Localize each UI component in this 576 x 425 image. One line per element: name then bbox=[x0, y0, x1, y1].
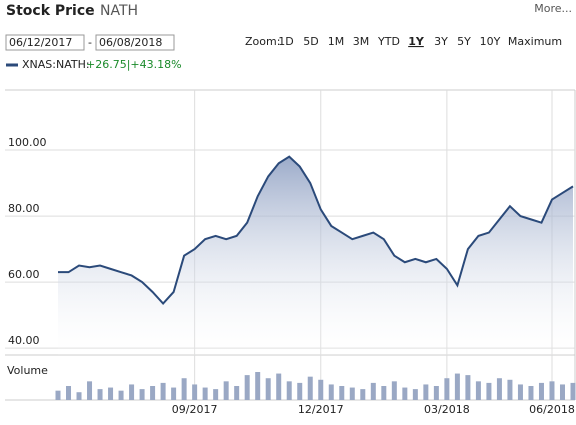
zoom-option[interactable]: 1M bbox=[328, 35, 345, 48]
zoom-option[interactable]: Maximum bbox=[508, 35, 562, 48]
volume-bar bbox=[507, 379, 513, 400]
volume-bar bbox=[517, 384, 523, 400]
zoom-option[interactable]: 3M bbox=[353, 35, 370, 48]
plot: 40.00 60.00 80.00 100.00 09/2017 12/2017 03/20… bbox=[5, 90, 576, 416]
volume-bar bbox=[423, 384, 429, 400]
volume-bar bbox=[538, 382, 544, 400]
volume-bar bbox=[360, 389, 366, 400]
more-link[interactable]: More... bbox=[534, 2, 572, 15]
volume-bar bbox=[171, 387, 177, 400]
volume-bar bbox=[528, 386, 534, 400]
volume-bar bbox=[244, 375, 250, 400]
y-tick-label: 100.00 bbox=[8, 136, 47, 149]
volume-bar bbox=[87, 381, 93, 400]
x-tick-label: 06/2018 bbox=[529, 403, 575, 416]
legend-change: +26.75|+43.18% bbox=[86, 58, 182, 71]
volume-bar bbox=[349, 387, 355, 400]
volume-bar bbox=[412, 389, 418, 400]
x-tick-label: 03/2018 bbox=[424, 403, 470, 416]
volume-bar bbox=[570, 382, 576, 400]
volume-bar bbox=[381, 386, 387, 400]
volume-bar bbox=[265, 378, 271, 400]
legend-label: XNAS:NATH: bbox=[22, 58, 90, 71]
volume-label: Volume bbox=[7, 364, 48, 377]
volume-bar bbox=[307, 376, 313, 400]
volume-bar bbox=[66, 386, 72, 400]
x-tick-label: 12/2017 bbox=[298, 403, 344, 416]
date-to: 06/08/2018 bbox=[99, 36, 162, 49]
volume-bar bbox=[402, 387, 408, 400]
volume-bar bbox=[76, 392, 82, 400]
volume-bar bbox=[255, 372, 261, 400]
volume-bar bbox=[318, 379, 324, 400]
volume-bar bbox=[444, 378, 450, 400]
date-separator: - bbox=[88, 36, 92, 49]
zoom-option[interactable]: 5D bbox=[303, 35, 318, 48]
volume-bar bbox=[139, 389, 145, 400]
zoom-option[interactable]: 1Y bbox=[408, 35, 425, 48]
volume-bar bbox=[234, 386, 240, 400]
title: Stock Price bbox=[6, 3, 95, 19]
date-input[interactable] bbox=[95, 34, 175, 51]
volume-bar bbox=[276, 373, 282, 400]
volume-bar bbox=[496, 378, 502, 400]
volume-bar bbox=[286, 381, 292, 400]
zoom-option[interactable]: 1D bbox=[278, 35, 293, 48]
volume-bar bbox=[486, 382, 492, 400]
volume-bar bbox=[297, 382, 303, 400]
y-tick-label: 60.00 bbox=[8, 268, 40, 281]
volume-bar bbox=[370, 382, 376, 400]
date-input[interactable] bbox=[5, 34, 85, 51]
volume-bar bbox=[549, 381, 555, 400]
volume-bar bbox=[150, 386, 156, 400]
y-tick-label: 80.00 bbox=[8, 202, 40, 215]
volume-bar bbox=[97, 389, 103, 400]
volume-bar bbox=[213, 389, 219, 400]
volume-bar bbox=[465, 375, 471, 400]
volume-bar bbox=[223, 381, 229, 400]
zoom-options: 1D 5D 1M 3M YTD 1Y 3Y 5Y 10Y Maximum bbox=[278, 35, 562, 48]
volume-bar bbox=[433, 386, 439, 400]
y-tick-label: 40.00 bbox=[8, 334, 40, 347]
volume-bar bbox=[391, 381, 397, 400]
volume-bar bbox=[108, 387, 114, 400]
date-from: 06/12/2017 bbox=[9, 36, 72, 49]
volume-bar bbox=[328, 384, 334, 400]
volume-bar bbox=[55, 390, 61, 400]
volume-bar bbox=[160, 382, 166, 400]
volume-bar bbox=[192, 384, 198, 400]
volume-bar bbox=[118, 390, 124, 400]
ticker: NATH bbox=[100, 3, 138, 19]
zoom-option[interactable]: 3Y bbox=[434, 35, 448, 48]
volume-bar bbox=[129, 384, 135, 400]
area bbox=[58, 156, 573, 355]
volume-bar bbox=[475, 381, 481, 400]
zoom-option[interactable]: 10Y bbox=[480, 35, 501, 48]
zoom-label: Zoom: bbox=[245, 35, 280, 48]
volume-bar bbox=[181, 378, 187, 400]
volume-bar bbox=[454, 373, 460, 400]
price-line bbox=[58, 155, 574, 306]
volume-bar bbox=[559, 384, 565, 400]
volume-bar bbox=[339, 386, 345, 400]
x-tick-label: 09/2017 bbox=[172, 403, 218, 416]
zoom-option[interactable]: 5Y bbox=[457, 35, 471, 48]
volume-bar bbox=[202, 387, 208, 400]
zoom-option[interactable]: YTD bbox=[377, 35, 400, 48]
